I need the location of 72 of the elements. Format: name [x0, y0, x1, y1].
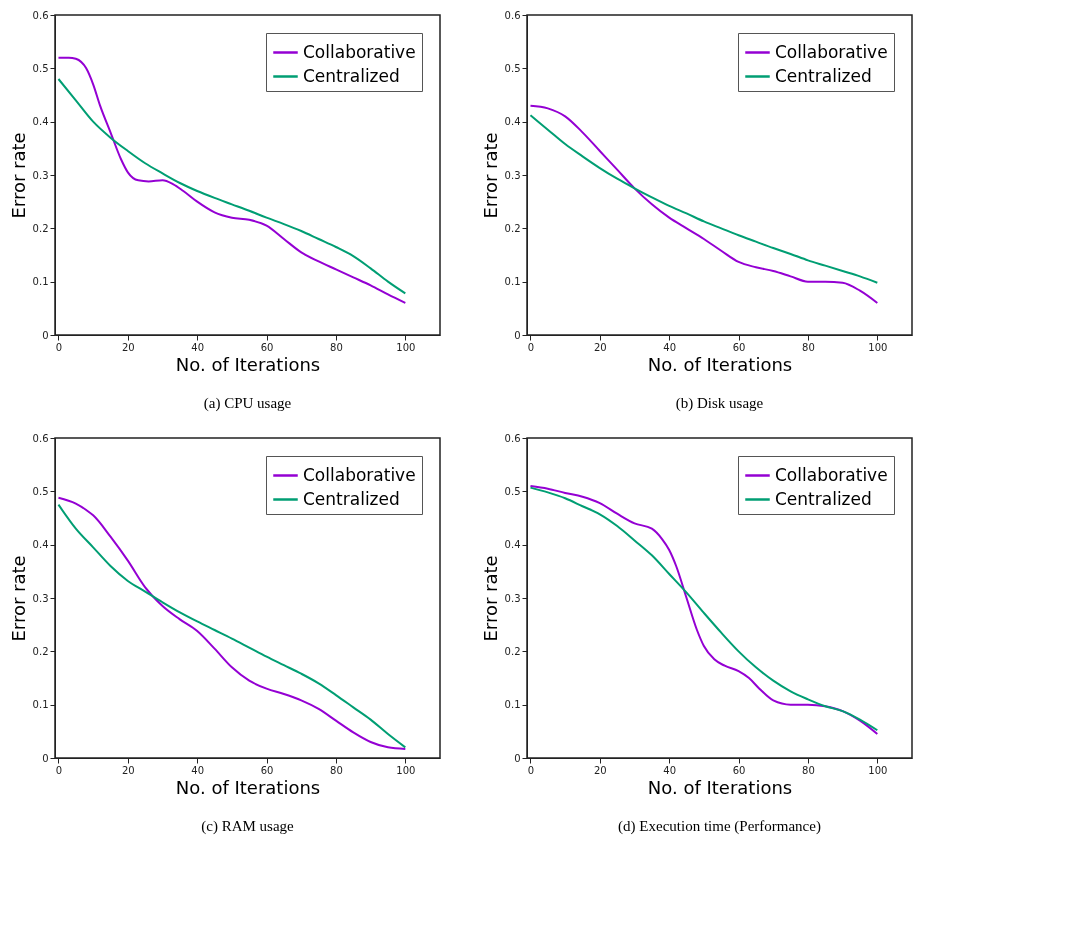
y-tick-label: 0.6 — [504, 432, 521, 444]
legend-label: Centralized — [303, 65, 400, 86]
x-tick-label: 20 — [121, 764, 135, 776]
x-tick-label: 40 — [663, 341, 677, 353]
y-tick-label: 0.2 — [504, 645, 521, 657]
x-axis-title: No. of Iterations — [175, 353, 321, 375]
x-tick-label: 0 — [527, 341, 535, 353]
x-tick-label: 0 — [55, 341, 63, 353]
x-tick-label: 80 — [802, 764, 815, 776]
legend-label: Centralized — [775, 65, 872, 86]
x-tick-label: 40 — [191, 764, 205, 776]
x-tick-label: 80 — [802, 341, 815, 353]
x-tick-label: 100 — [868, 341, 888, 353]
x-tick-label: 0 — [55, 764, 63, 776]
y-tick-label: 0.3 — [32, 592, 49, 604]
x-axis-title: No. of Iterations — [647, 353, 793, 375]
x-tick-label: 80 — [330, 341, 343, 353]
x-tick-label: 100 — [868, 764, 888, 776]
y-tick-label: 0 — [514, 752, 521, 764]
y-tick-label: 0 — [42, 329, 49, 341]
text: (b) Disk usage — [675, 395, 764, 412]
y-tick-label: 0.1 — [32, 276, 49, 288]
x-tick-label: 20 — [121, 341, 135, 353]
y-tick-label: 0.1 — [504, 276, 521, 288]
y-tick-label: 0.6 — [32, 432, 49, 444]
x-tick-label: 60 — [732, 341, 746, 353]
x-axis-title: No. of Iterations — [647, 776, 793, 798]
y-axis-title: Error rate — [7, 132, 29, 219]
y-tick-label: 0.1 — [32, 699, 49, 711]
y-tick-label: 0.2 — [32, 645, 49, 657]
text: (d) Execution time (Performance) — [618, 818, 821, 835]
y-tick-label: 0.3 — [504, 169, 521, 181]
y-tick-label: 0.1 — [504, 699, 521, 711]
legend-label: Centralized — [303, 488, 400, 509]
x-tick-label: 60 — [260, 341, 274, 353]
x-tick-label: 100 — [396, 341, 416, 353]
x-tick-label: 40 — [663, 764, 677, 776]
x-axis-title: No. of Iterations — [175, 776, 321, 798]
legend-label: Collaborative — [775, 464, 888, 485]
y-tick-label: 0 — [42, 752, 49, 764]
y-tick-label: 0.3 — [32, 169, 49, 181]
legend-label: Collaborative — [775, 41, 888, 62]
y-axis-title: Error rate — [7, 555, 29, 642]
x-tick-label: 40 — [191, 341, 205, 353]
x-tick-label: 60 — [732, 764, 746, 776]
x-tick-label: 60 — [260, 764, 274, 776]
y-axis-title: Error rate — [479, 555, 501, 642]
y-tick-label: 0.5 — [504, 62, 521, 74]
y-tick-label: 0.5 — [32, 485, 49, 497]
y-tick-label: 0.2 — [504, 222, 521, 234]
y-tick-label: 0.4 — [504, 116, 521, 128]
y-tick-label: 0.6 — [32, 9, 49, 21]
y-tick-label: 0.4 — [504, 539, 521, 551]
text: (c) RAM usage — [201, 818, 295, 835]
legend-label: Collaborative — [303, 41, 416, 62]
y-tick-label: 0.5 — [32, 62, 49, 74]
y-tick-label: 0.4 — [32, 539, 49, 551]
text: (a) CPU usage — [203, 395, 292, 412]
y-tick-label: 0.6 — [504, 9, 521, 21]
legend-label: Collaborative — [303, 464, 416, 485]
y-tick-label: 0.5 — [504, 485, 521, 497]
x-tick-label: 20 — [593, 764, 607, 776]
x-tick-label: 80 — [330, 764, 343, 776]
y-axis-title: Error rate — [479, 132, 501, 219]
legend-label: Centralized — [775, 488, 872, 509]
x-tick-label: 100 — [396, 764, 416, 776]
y-tick-label: 0.2 — [32, 222, 49, 234]
y-tick-label: 0.4 — [32, 116, 49, 128]
y-tick-label: 0.3 — [504, 592, 521, 604]
y-tick-label: 0 — [514, 329, 521, 341]
x-tick-label: 0 — [527, 764, 535, 776]
x-tick-label: 20 — [593, 341, 607, 353]
